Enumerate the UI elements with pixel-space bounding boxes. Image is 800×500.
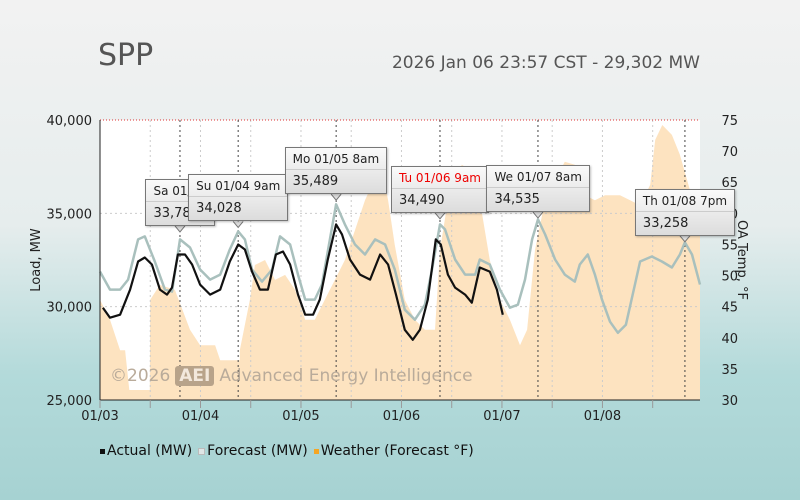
callout-tooltip: Th 01/08 7pm 33,258 <box>634 188 736 236</box>
y-tick-label: 30,000 <box>47 301 93 316</box>
callout-value: 34,535 <box>494 192 540 207</box>
actual-line <box>102 223 504 341</box>
x-tick-label: 01/07 <box>483 409 520 424</box>
x-tick-label: 01/05 <box>282 409 319 424</box>
callout-value: 33,258 <box>642 215 689 231</box>
callout-value: 34,028 <box>196 201 242 217</box>
callout-pointer <box>232 221 244 229</box>
callout-value: 35,489 <box>292 174 339 190</box>
callout-label: We 01/07 8am <box>487 166 589 188</box>
callout-pointer <box>174 225 186 233</box>
y2-tick-label: 50 <box>721 270 738 285</box>
current-load-status: 2026 Jan 06 23:57 CST - 29,302 MW <box>391 53 700 73</box>
x-tick-label: 01/03 <box>81 409 118 424</box>
x-tick-label: 01/06 <box>383 409 420 424</box>
forecast-line <box>98 203 702 335</box>
callout-label: Su 01/04 9am <box>189 175 288 198</box>
y2-tick-label: 40 <box>721 332 738 347</box>
callout-tooltip: Tu 01/06 9am 34,490 <box>390 165 489 213</box>
legend-forecast[interactable]: Forecast (MW) <box>198 443 308 459</box>
callout-tooltip: Mo 01/05 8am 35,489 <box>284 147 388 195</box>
watermark-copyright: ©2026 <box>110 366 171 386</box>
y-tick-label: 25,000 <box>47 394 93 409</box>
y2-tick-label: 65 <box>721 176 738 191</box>
chart-legend: Actual (MW) Forecast (MW) Weather (Forec… <box>100 443 474 459</box>
watermark-text: Advanced Energy Intelligence <box>219 366 473 386</box>
y2-tick-label: 35 <box>721 363 738 378</box>
legend-actual[interactable]: Actual (MW) <box>100 443 192 459</box>
callout-tooltip: Su 01/04 9am 34,028 <box>188 174 289 222</box>
watermark: ©2026 AEI Advanced Energy Intelligence <box>110 366 473 386</box>
legend-weather[interactable]: Weather (Forecast °F) <box>313 443 474 459</box>
aei-logo: AEI <box>175 366 215 386</box>
callout-pointer <box>434 212 446 220</box>
x-tick-label: 01/08 <box>584 409 621 424</box>
callout-pointer <box>679 235 691 243</box>
callout-label: Tu 01/06 9am <box>391 167 488 189</box>
callout-pointer <box>330 193 342 201</box>
callout-value: 33,789 <box>153 205 199 221</box>
callout-label: Th 01/08 7pm <box>635 190 735 212</box>
callout-value: 34,490 <box>398 192 445 208</box>
y2-axis-label: OA Temp, °F <box>734 220 749 300</box>
y-axis-label: Load, MW <box>29 228 44 292</box>
callout-pointer <box>532 211 544 219</box>
y-tick-label: 35,000 <box>47 207 93 222</box>
callout-tooltip: We 01/07 8am 34,535 <box>486 165 590 212</box>
page-title: SPP <box>98 38 154 73</box>
y2-tick-label: 70 <box>721 145 738 160</box>
x-tick-label: 01/04 <box>182 409 219 424</box>
callout-label: Mo 01/05 8am <box>285 148 387 171</box>
y2-tick-label: 75 <box>721 114 738 129</box>
y2-tick-label: 30 <box>721 394 738 409</box>
y2-tick-label: 45 <box>721 301 738 316</box>
y2-tick-label: 55 <box>721 238 738 253</box>
y-tick-label: 40,000 <box>47 114 93 129</box>
